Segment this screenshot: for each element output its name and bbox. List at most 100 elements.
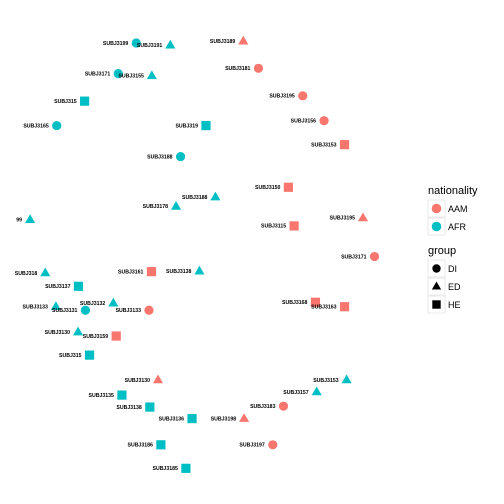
point-marker-ed-afr bbox=[108, 297, 119, 307]
point-label: SUBJ3199 bbox=[103, 41, 128, 47]
legend-marker-aam bbox=[431, 203, 442, 214]
point-label: SUBJ315 bbox=[59, 353, 82, 359]
data-point: SUBJ3163 bbox=[311, 302, 350, 312]
point-label: SUBJ3181 bbox=[225, 66, 250, 72]
point-label: SUBJ3131 bbox=[52, 308, 77, 314]
data-point: SUBJ3197 bbox=[239, 440, 278, 450]
data-point: SUBJ3195 bbox=[330, 212, 369, 222]
point-label: SUBJ3133 bbox=[23, 305, 48, 311]
point-marker-di-afr bbox=[113, 69, 123, 79]
point-marker-he-aam bbox=[146, 267, 157, 277]
point-label: SUBJ3161 bbox=[118, 269, 143, 275]
point-marker-ed-afr bbox=[50, 301, 61, 311]
point-marker-he-afr bbox=[145, 402, 155, 412]
legend-marker-ed bbox=[431, 281, 442, 290]
point-label: SUBJ3136 bbox=[159, 416, 184, 422]
data-point: SUBJ3189 bbox=[210, 35, 249, 45]
point-marker-he-afr bbox=[84, 350, 95, 360]
point-label: SUBJ318 bbox=[15, 271, 38, 277]
point-label: SUBJ3165 bbox=[23, 123, 48, 129]
point-marker-ed-afr bbox=[170, 200, 182, 210]
data-point: SUBJ315 bbox=[59, 350, 95, 360]
legend-marker-he bbox=[432, 300, 441, 309]
point-label: SUBJ3183 bbox=[250, 404, 275, 410]
point-label: SUBJ3191 bbox=[137, 43, 162, 49]
data-point: SUBJ3171 bbox=[341, 251, 380, 262]
point-label: SUBJ3138 bbox=[166, 269, 191, 275]
point-marker-di-afr bbox=[52, 120, 62, 131]
point-marker-di-aam bbox=[144, 305, 154, 315]
data-point: SUBJ3137 bbox=[45, 281, 84, 291]
point-label: SUBJ3157 bbox=[283, 390, 308, 396]
point-marker-ed-afr bbox=[165, 39, 176, 49]
data-point: SUBJ3157 bbox=[283, 386, 322, 396]
point-label: SUBJ3150 bbox=[255, 185, 280, 191]
legend-label-ed: ED bbox=[448, 282, 461, 292]
data-point: SUBJ3155 bbox=[118, 70, 157, 80]
data-point: SUBJ3138 bbox=[116, 402, 155, 412]
data-point: SUBJ3159 bbox=[83, 331, 121, 341]
point-label: 99 bbox=[16, 217, 22, 223]
data-point: SUBJ3131 bbox=[52, 305, 91, 315]
data-point: SUBJ3171 bbox=[85, 69, 123, 79]
point-marker-he-aam bbox=[339, 302, 350, 312]
data-point: SUBJ3199 bbox=[103, 38, 141, 48]
point-label: SUBJ319 bbox=[175, 123, 198, 129]
point-label: SUBJ3130 bbox=[45, 330, 70, 336]
point-label: SUBJ3130 bbox=[125, 378, 150, 384]
data-point: SUBJ3153 bbox=[311, 140, 350, 150]
legend-label-he: HE bbox=[448, 300, 461, 310]
point-marker-ed-afr bbox=[341, 374, 352, 384]
point-marker-he-afr bbox=[201, 120, 211, 131]
data-point: SUBJ319 bbox=[175, 120, 211, 131]
point-marker-he-afr bbox=[80, 96, 90, 106]
data-point: SUBJ3181 bbox=[225, 63, 264, 73]
point-label: SUBJ3189 bbox=[210, 39, 235, 45]
legend-marker-di bbox=[432, 264, 441, 273]
point-label: SUBJ3197 bbox=[239, 443, 264, 449]
point-marker-he-afr bbox=[156, 440, 166, 450]
data-point: SUBJ3132 bbox=[80, 297, 119, 307]
data-point: SUBJ3195 bbox=[269, 91, 308, 101]
legend-marker-afr bbox=[431, 221, 442, 232]
point-marker-di-afr bbox=[80, 305, 91, 315]
point-marker-he-afr bbox=[181, 463, 191, 473]
point-marker-he-afr bbox=[187, 414, 197, 424]
point-label: SUBJ3171 bbox=[341, 254, 366, 260]
point-marker-di-aam bbox=[319, 116, 329, 126]
point-marker-ed-afr bbox=[40, 267, 51, 277]
point-label: SUBJ3138 bbox=[116, 405, 141, 411]
data-point: SUBJ3115 bbox=[261, 221, 299, 231]
data-point: SUBJ3178 bbox=[143, 200, 182, 210]
point-label: SUBJ3133 bbox=[116, 308, 141, 314]
point-marker-he-aam bbox=[111, 331, 121, 341]
point-marker-di-aam bbox=[268, 440, 278, 450]
point-marker-ed-afr bbox=[210, 191, 221, 201]
legend-label-di: DI bbox=[448, 264, 457, 274]
point-marker-he-aam bbox=[289, 221, 299, 231]
data-point: SUBJ3133 bbox=[23, 301, 61, 311]
point-marker-di-afr bbox=[175, 152, 186, 162]
point-marker-ed-aam bbox=[239, 413, 250, 422]
legend-label-aam: AAM bbox=[448, 204, 468, 214]
legend-title-group: group bbox=[428, 245, 456, 257]
data-point: SUBJ3135 bbox=[89, 390, 127, 400]
data-point: SUBJ3191 bbox=[137, 39, 176, 49]
data-point: SUBJ3156 bbox=[291, 116, 329, 126]
point-marker-he-aam bbox=[283, 182, 293, 192]
point-label: SUBJ3171 bbox=[85, 71, 110, 77]
data-point: SUBJ3188 bbox=[182, 191, 221, 201]
point-label: SUBJ3185 bbox=[152, 466, 177, 472]
point-label: SUBJ3198 bbox=[211, 416, 236, 422]
point-label: SUBJ3195 bbox=[330, 216, 355, 222]
point-marker-ed-afr bbox=[311, 386, 322, 396]
legend: nationality AAM AFR group DI ED HE bbox=[427, 185, 478, 314]
points-layer: SUBJ3199 SUBJ3191 SUBJ3189 SUBJ3181 SUBJ3171… bbox=[15, 35, 380, 473]
point-marker-ed-afr bbox=[73, 326, 84, 336]
data-point: SUBJ3133 bbox=[116, 305, 154, 315]
point-label: SUBJ3188 bbox=[147, 154, 172, 160]
data-point: SUBJ3188 bbox=[147, 152, 186, 162]
point-marker-di-aam bbox=[298, 91, 308, 101]
